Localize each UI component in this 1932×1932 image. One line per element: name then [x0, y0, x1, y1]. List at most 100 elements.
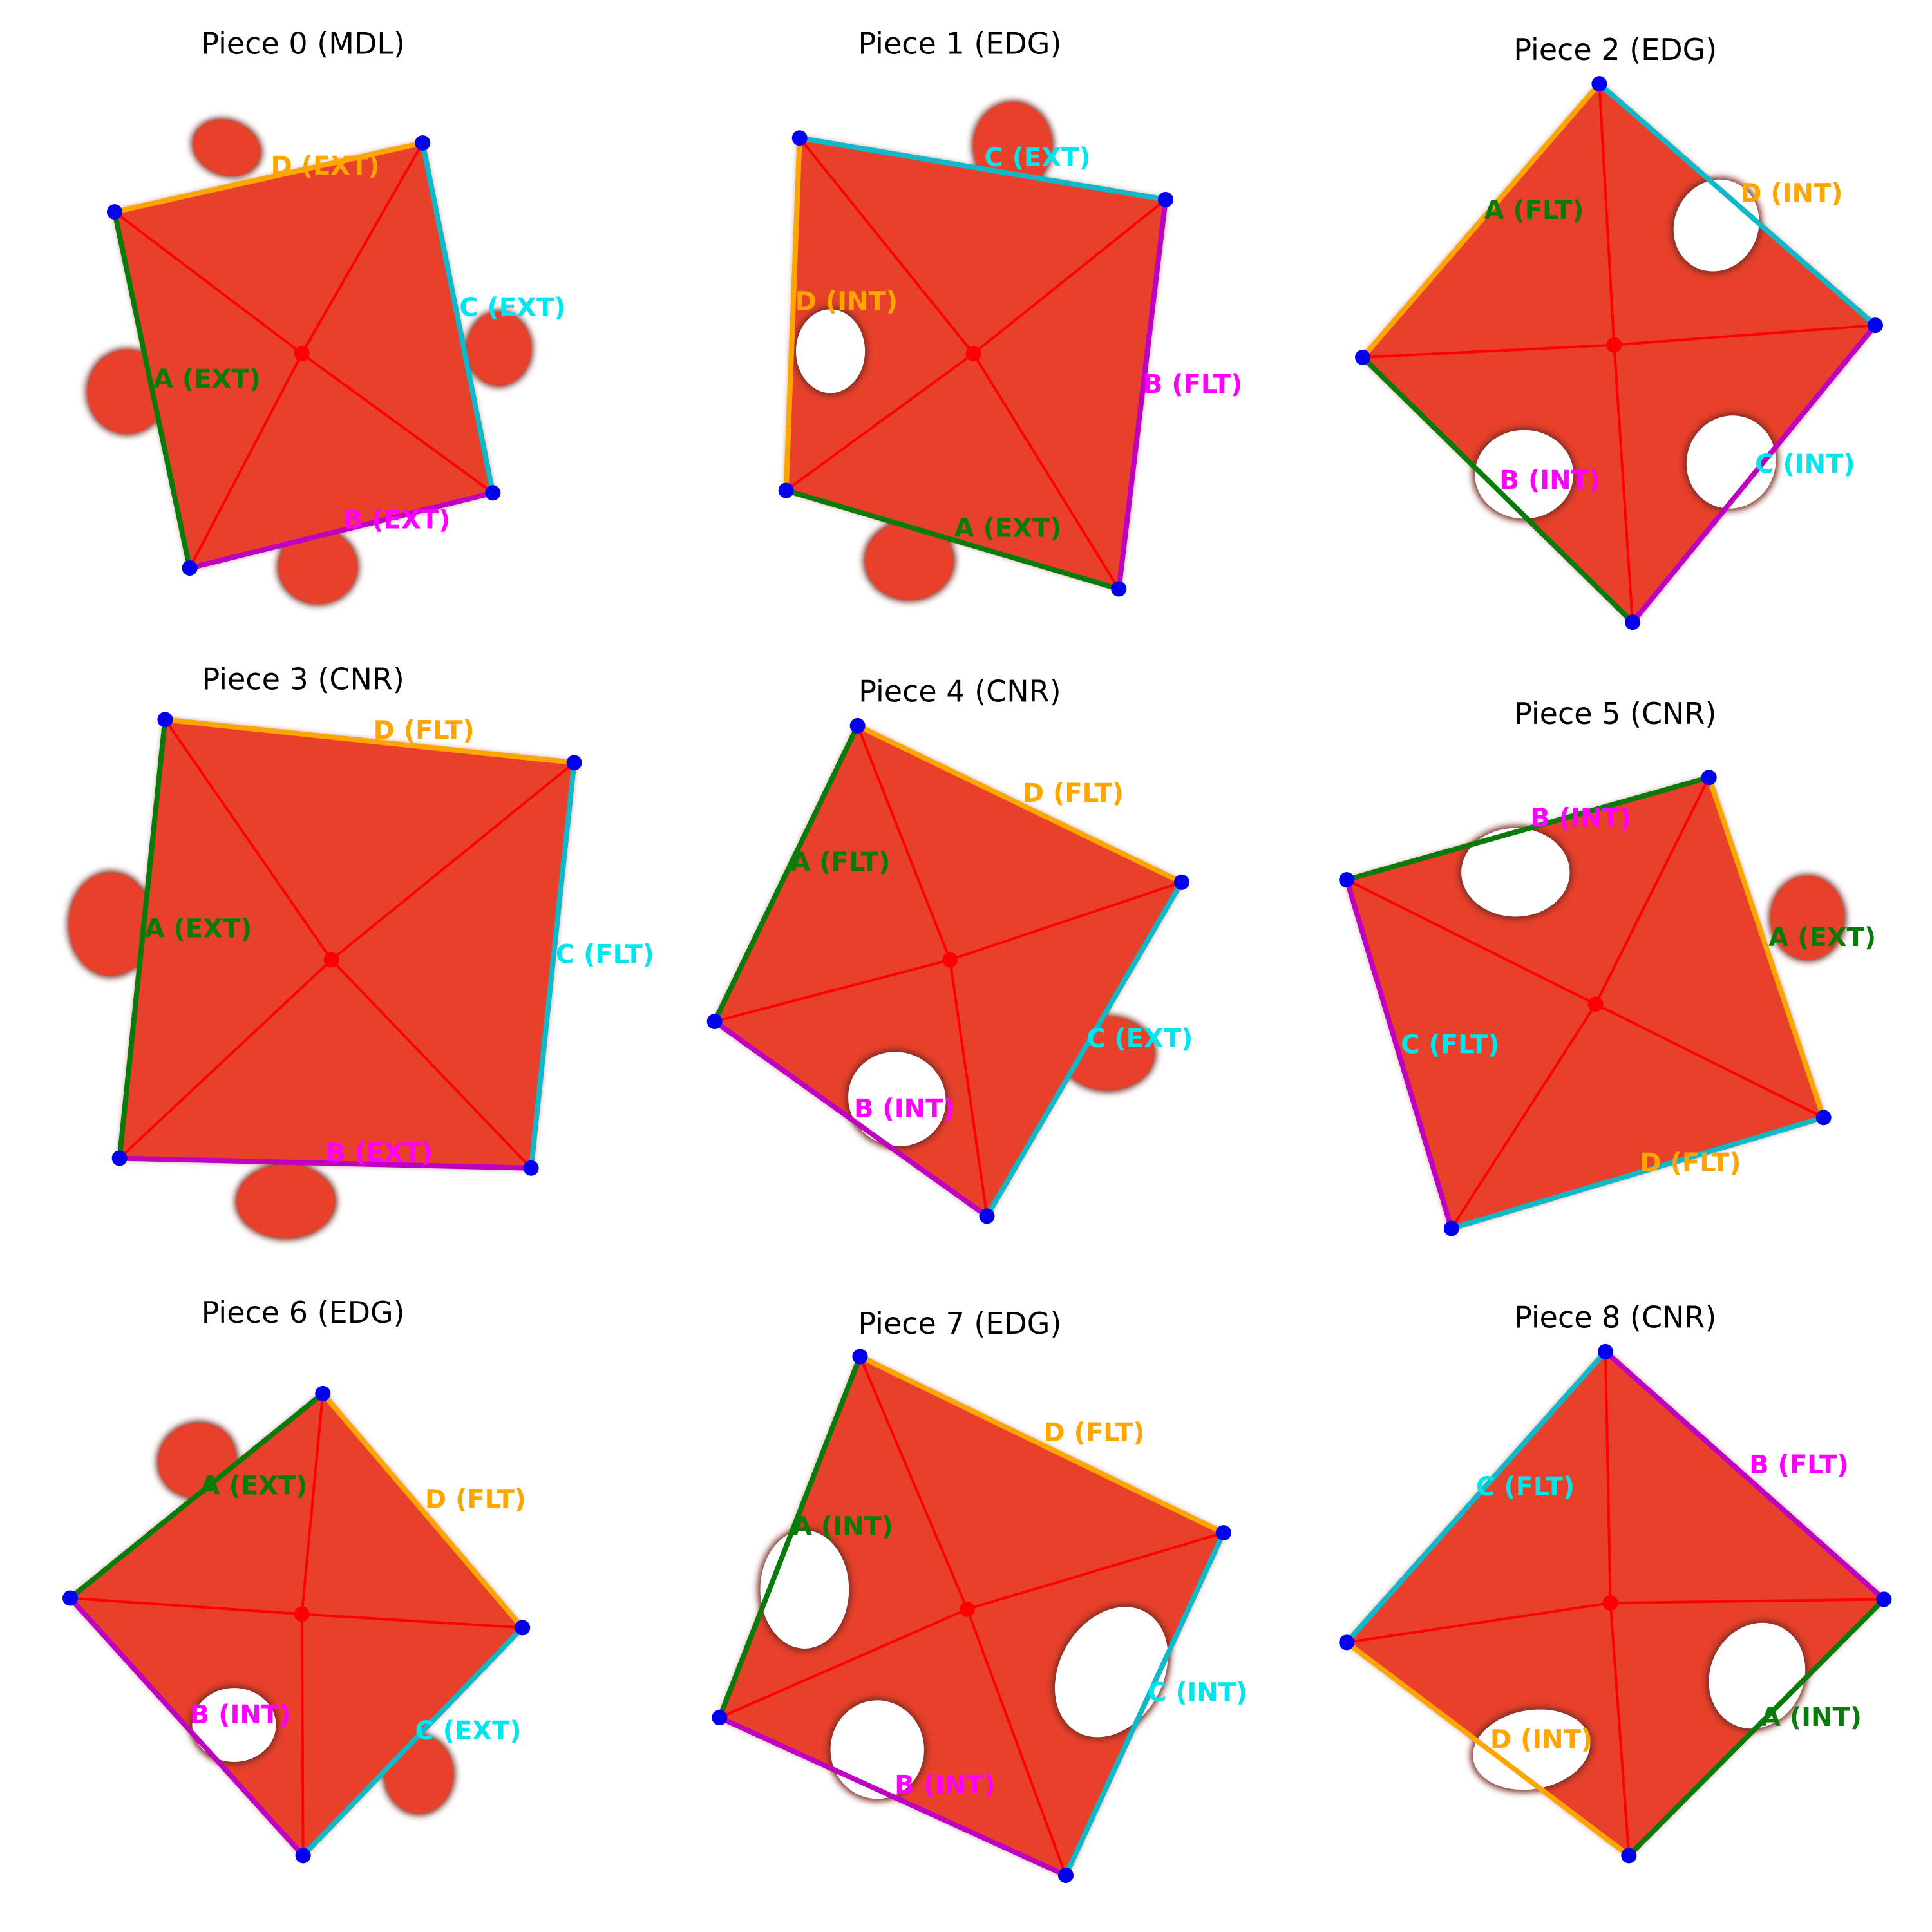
- edge-a: [783, 488, 1122, 592]
- corner-dot: [852, 1349, 868, 1365]
- edge-label-b: B (EXT): [326, 1139, 433, 1168]
- edge-b: [68, 1595, 306, 1859]
- piece-body: [714, 725, 1182, 1217]
- center-dot: [959, 1601, 975, 1617]
- piece-body: [67, 719, 574, 1240]
- center-dot: [294, 346, 310, 362]
- edge-d: [1360, 81, 1602, 360]
- edge-label-c: C (EXT): [415, 1716, 521, 1746]
- center-dot: [323, 952, 339, 968]
- diagonal-line: [1610, 1598, 1884, 1605]
- piece-body: [1347, 777, 1847, 1229]
- diagonal-line: [188, 353, 303, 569]
- diagonal-line: [967, 1531, 1224, 1611]
- edge-d: [783, 135, 802, 493]
- edge-label-c: C (INT): [1148, 1678, 1248, 1708]
- piece-fill: [714, 725, 1182, 1217]
- corner-dot: [1157, 191, 1173, 207]
- edge-b: [1116, 196, 1168, 592]
- corner-dot: [1057, 1867, 1074, 1883]
- diagonal-line: [949, 960, 989, 1217]
- edge-d: [857, 1354, 1226, 1536]
- piece-title: Piece 8 (CNR): [1514, 1300, 1716, 1335]
- edge-c: [1063, 1530, 1226, 1878]
- piece-hole: [848, 1052, 946, 1147]
- center-dot: [294, 1606, 310, 1622]
- corner-dot: [415, 135, 431, 151]
- edge-label-c: C (FLT): [556, 940, 654, 970]
- piece-hole: [760, 1530, 849, 1649]
- edge-label-a: A (EXT): [954, 514, 1062, 544]
- edge-c: [1344, 1349, 1608, 1645]
- edge-label-a: A (FLT): [1484, 196, 1584, 225]
- edge-label-c: C (INT): [1755, 450, 1855, 479]
- diagonal-line: [966, 1609, 1067, 1876]
- corner-dot: [1625, 614, 1641, 630]
- pieces-root: Piece 0 (MDL) A (EXT) B (EXT) C (EXT) D (EXT…: [62, 26, 1892, 1883]
- edge-c: [528, 760, 577, 1171]
- piece-tab: [384, 1734, 454, 1814]
- corner-dot: [1876, 1591, 1892, 1607]
- piece-title: Piece 0 (MDL): [201, 26, 405, 61]
- corner-dot: [566, 755, 582, 771]
- piece-tab: [973, 102, 1052, 189]
- piece-tab: [69, 872, 153, 976]
- edge-label-d: D (FLT): [425, 1484, 526, 1514]
- center-dot: [942, 952, 958, 968]
- diagonal-line: [972, 353, 1120, 590]
- piece-fill: [119, 719, 574, 1168]
- diagonal-line: [1609, 1603, 1631, 1856]
- corner-dot: [1867, 317, 1883, 334]
- corner-dot: [979, 1208, 995, 1224]
- puzzle-piece-5: Piece 5 (CNR) A (EXT) B (INT) C (FLT) D (FLT…: [1339, 696, 1876, 1236]
- edge-label-d: D (EXT): [271, 151, 380, 181]
- edge-label-d: D (FLT): [1640, 1148, 1741, 1178]
- edge-a: [111, 209, 193, 571]
- corner-dot: [62, 1590, 79, 1606]
- piece-hole: [1461, 828, 1570, 917]
- edge-label-c: C (FLT): [1476, 1472, 1575, 1502]
- diagonal-line: [70, 1596, 302, 1616]
- diagonal-line: [301, 142, 424, 355]
- corner-dot: [706, 1014, 723, 1030]
- piece-tab: [1061, 1016, 1155, 1091]
- corner-dot: [1111, 581, 1127, 597]
- diagonal-line: [330, 761, 575, 961]
- center-dot: [965, 346, 981, 362]
- edge-label-b: B (INT): [1530, 803, 1631, 833]
- edge-label-b: B (EXT): [343, 505, 450, 535]
- corner-dot: [849, 717, 866, 734]
- edge-label-b: B (INT): [854, 1094, 955, 1124]
- piece-title: Piece 6 (EDG): [202, 1295, 405, 1330]
- corner-dot: [295, 1848, 311, 1864]
- puzzle-piece-7: Piece 7 (EDG) A (INT) B (INT) C (INT) D (FLT…: [712, 1306, 1247, 1883]
- diagonal-line: [118, 958, 333, 1159]
- diagonal-line: [799, 137, 975, 355]
- corner-dot: [1443, 1220, 1459, 1236]
- piece-title: Piece 2 (EDG): [1513, 32, 1717, 67]
- edge-label-a: A (INT): [1761, 1703, 1862, 1732]
- diagonal-line: [164, 719, 333, 961]
- edge-c: [1596, 81, 1878, 328]
- edge-d: [855, 723, 1184, 885]
- edge-b: [1602, 1349, 1887, 1602]
- diagonal-line: [1450, 1003, 1597, 1229]
- puzzle-piece-2: Piece 2 (EDG) A (FLT) B (INT) C (INT) D (INT…: [1355, 32, 1883, 630]
- diagonal-line: [301, 352, 494, 494]
- edge-d: [162, 717, 577, 766]
- corner-dot: [1339, 1634, 1355, 1651]
- corner-dot: [1701, 770, 1717, 786]
- diagonal-line: [714, 958, 951, 1023]
- piece-hole: [795, 309, 866, 393]
- corner-dot: [523, 1160, 539, 1176]
- edge-a: [1344, 775, 1712, 883]
- edge-a: [117, 717, 168, 1161]
- diagonal-line: [719, 1607, 968, 1719]
- diagonal-line: [949, 881, 1182, 961]
- edge-label-b: B (FLT): [1749, 1450, 1848, 1480]
- corner-dot: [485, 485, 501, 501]
- puzzle-piece-0: Piece 0 (MDL) A (EXT) B (EXT) C (EXT) D (EXT…: [85, 26, 566, 606]
- piece-hole: [1686, 415, 1776, 509]
- edge-d: [320, 1390, 526, 1631]
- edge-label-d: D (FLT): [1043, 1418, 1144, 1448]
